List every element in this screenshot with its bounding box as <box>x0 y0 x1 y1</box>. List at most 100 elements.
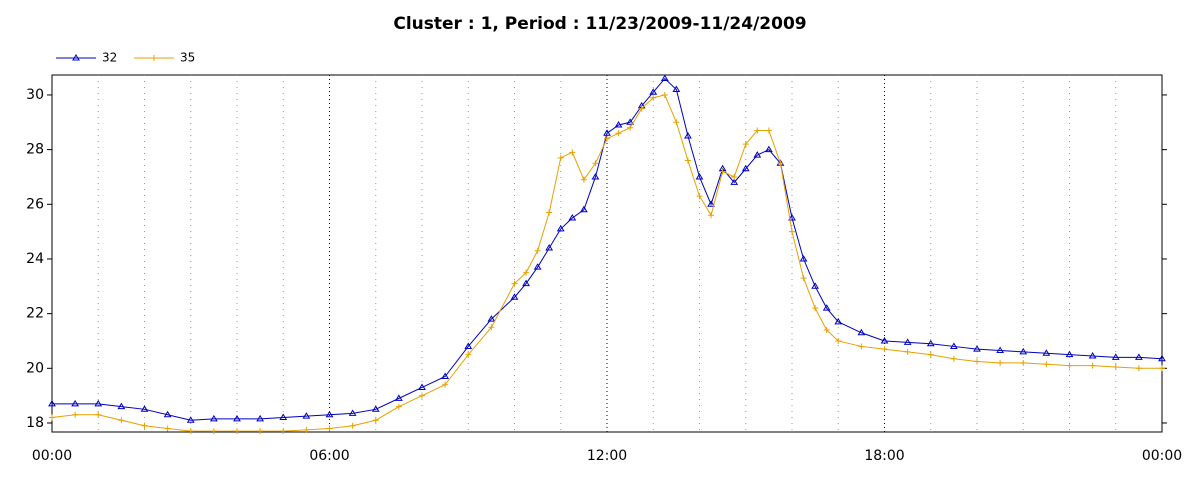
point <box>579 205 588 213</box>
point <box>522 279 530 287</box>
point <box>742 141 749 148</box>
point <box>591 172 600 180</box>
point <box>764 145 773 153</box>
point <box>48 399 56 407</box>
point <box>141 422 148 429</box>
x-tick-label: 00:00 <box>32 448 72 464</box>
point <box>1019 347 1028 355</box>
point <box>326 425 333 432</box>
point <box>510 293 519 300</box>
point <box>580 176 587 183</box>
point <box>523 269 530 276</box>
point <box>186 416 195 423</box>
point <box>1134 353 1143 360</box>
point <box>684 131 692 139</box>
point <box>926 339 935 347</box>
point <box>488 324 495 331</box>
point <box>71 399 80 407</box>
point <box>556 224 565 232</box>
point <box>777 160 784 167</box>
y-tick-label: 18 <box>26 415 44 431</box>
legend-label: 32 <box>102 51 117 65</box>
point <box>348 409 357 416</box>
chart-title: Cluster : 1, Period : 11/23/2009-11/24/2… <box>393 14 806 34</box>
point <box>811 282 820 289</box>
point <box>1159 365 1165 372</box>
point <box>418 383 426 390</box>
point <box>730 178 739 185</box>
point <box>209 414 218 422</box>
point <box>731 173 738 180</box>
point <box>696 193 703 200</box>
point <box>765 127 772 134</box>
point <box>660 74 669 82</box>
point <box>1089 362 1096 369</box>
point <box>1112 363 1119 370</box>
point <box>615 130 622 137</box>
point <box>973 345 981 352</box>
point <box>708 212 715 219</box>
point <box>164 425 171 432</box>
point <box>233 414 241 422</box>
point <box>822 304 831 311</box>
point <box>256 414 265 422</box>
point <box>904 348 911 355</box>
point <box>419 392 425 399</box>
point <box>1158 354 1166 362</box>
point <box>302 412 311 419</box>
point <box>234 428 240 435</box>
point <box>1020 359 1027 366</box>
point <box>799 254 808 262</box>
point <box>857 328 866 336</box>
point <box>395 403 402 410</box>
point <box>903 338 912 345</box>
y-tick-label: 22 <box>26 306 44 322</box>
point <box>546 209 553 216</box>
point <box>94 399 103 407</box>
point <box>627 124 634 131</box>
point <box>650 94 657 101</box>
point <box>151 55 157 61</box>
point <box>834 317 843 325</box>
point <box>325 410 334 418</box>
plot-frame <box>51 74 1163 433</box>
point <box>614 121 623 128</box>
point <box>604 135 610 142</box>
point <box>949 342 958 349</box>
point <box>394 394 403 401</box>
point <box>117 402 126 410</box>
point <box>280 428 287 435</box>
point <box>303 426 310 433</box>
point <box>163 410 172 418</box>
point <box>1043 361 1050 368</box>
y-tick-label: 20 <box>26 360 44 376</box>
point <box>719 168 726 175</box>
point <box>533 263 542 270</box>
point <box>800 275 807 282</box>
point <box>279 413 288 421</box>
point <box>257 428 264 435</box>
point <box>49 414 55 421</box>
point <box>753 151 762 158</box>
point <box>996 346 1005 354</box>
y-tick-label: 30 <box>26 87 44 103</box>
point <box>741 164 750 172</box>
point <box>673 119 680 126</box>
point <box>465 351 472 358</box>
point <box>638 105 645 112</box>
legend-label: 35 <box>180 51 195 65</box>
point <box>557 154 564 161</box>
point <box>487 315 496 322</box>
point <box>603 129 611 136</box>
point <box>672 85 681 92</box>
point <box>835 337 842 344</box>
y-tick-label: 24 <box>26 251 44 267</box>
point <box>649 88 658 95</box>
point <box>210 428 217 435</box>
point <box>974 358 980 365</box>
point <box>511 280 518 287</box>
point <box>684 157 691 164</box>
point <box>95 411 102 418</box>
point <box>372 417 379 424</box>
